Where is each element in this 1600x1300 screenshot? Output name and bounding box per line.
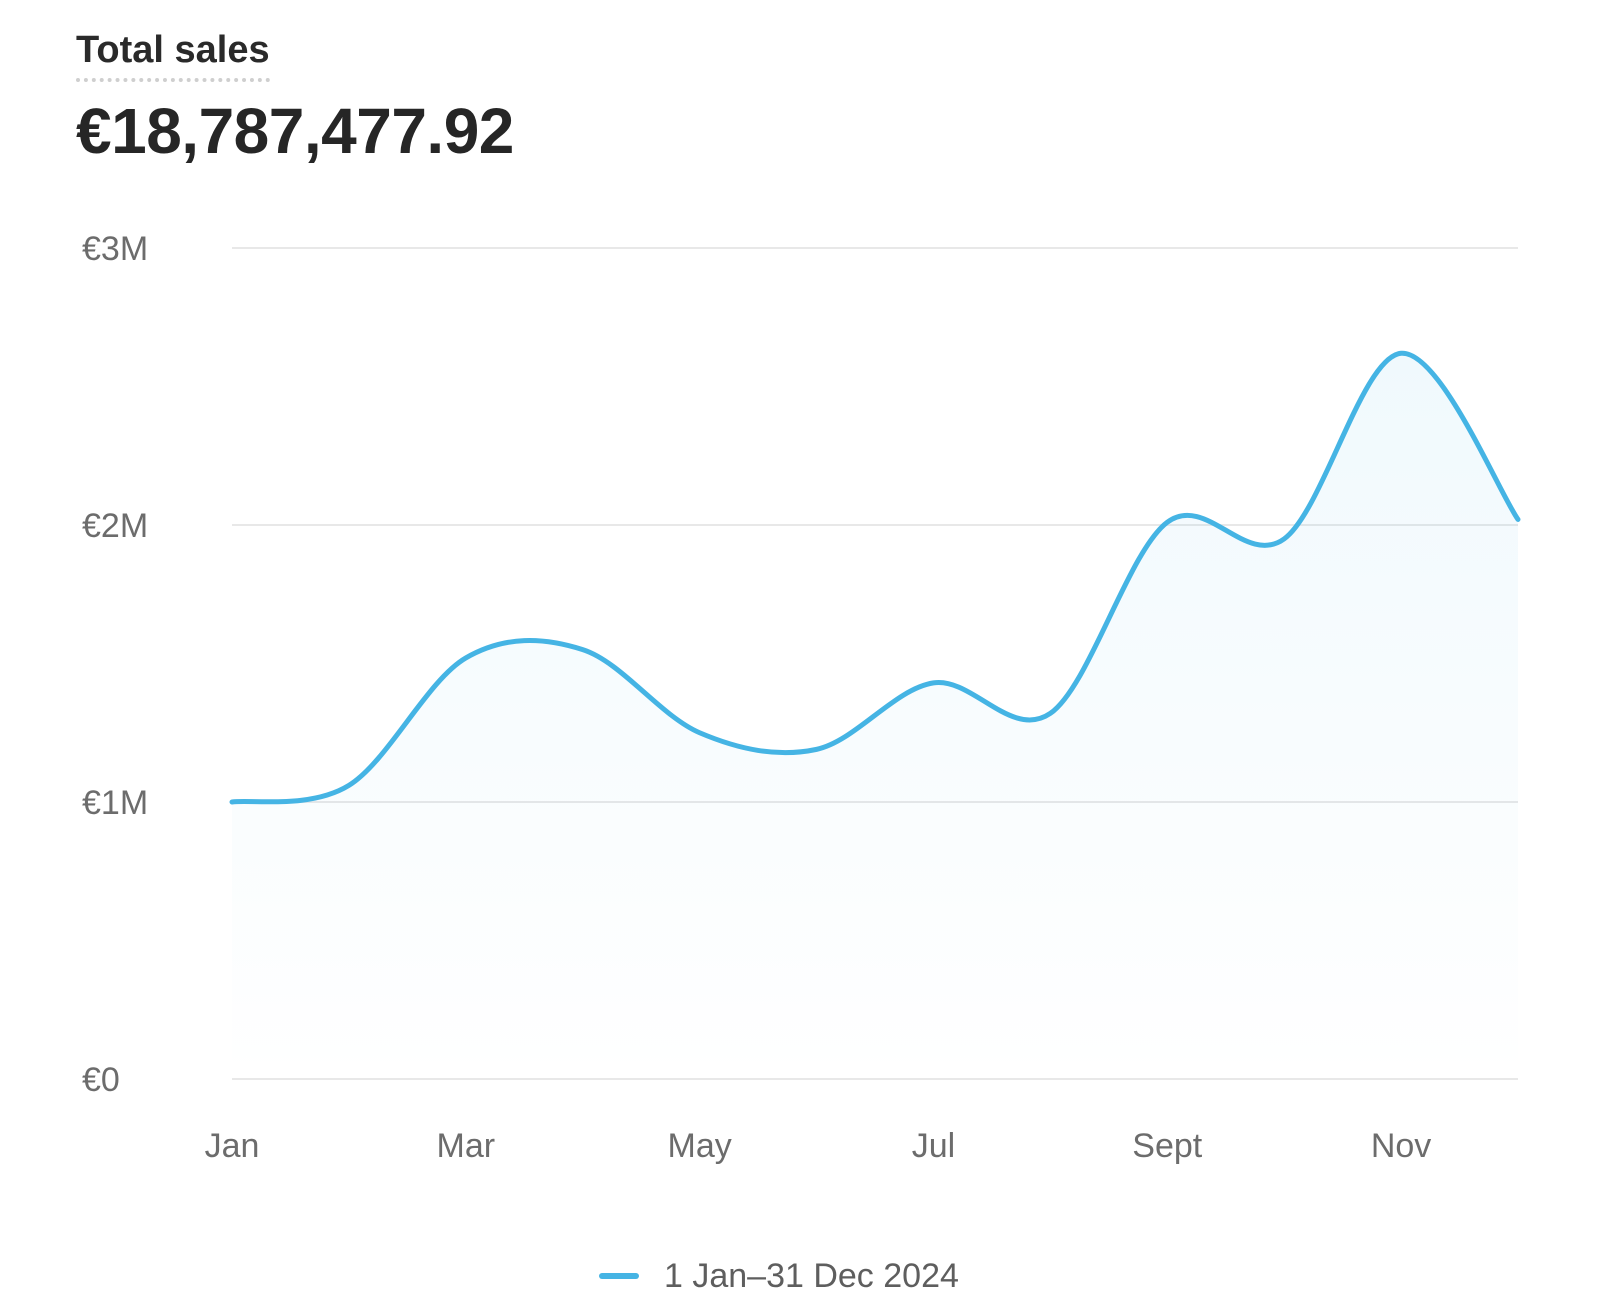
metric-title[interactable]: Total sales <box>76 29 270 82</box>
y-tick-label: €1M <box>82 784 148 822</box>
data-point[interactable] <box>929 679 937 687</box>
series-line[interactable] <box>229 350 1521 805</box>
data-point[interactable] <box>579 646 587 654</box>
x-tick-label: Mar <box>437 1127 496 1165</box>
card-header: Total sales €18,787,477.92 <box>76 29 514 167</box>
x-tick-label: Sept <box>1132 1127 1202 1165</box>
x-tick-label: Nov <box>1371 1127 1431 1165</box>
legend[interactable]: 1 Jan–31 Dec 2024 <box>599 1257 959 1295</box>
x-tick-label: Jan <box>205 1127 260 1165</box>
y-tick-label: €3M <box>82 230 148 268</box>
x-axis: Jan Mar May Jul Sept Nov <box>205 1127 1432 1165</box>
data-point[interactable] <box>1397 349 1405 357</box>
metric-value: €18,787,477.92 <box>76 94 514 167</box>
data-point[interactable] <box>1163 518 1171 526</box>
x-tick-label: May <box>668 1127 732 1165</box>
data-point[interactable] <box>696 729 704 737</box>
y-tick-label: €2M <box>82 507 148 545</box>
data-point[interactable] <box>1280 535 1288 543</box>
data-point[interactable] <box>813 745 821 753</box>
y-axis: €0 €1M €2M €3M <box>82 230 148 1099</box>
data-point[interactable] <box>228 798 236 806</box>
x-tick-label: Jul <box>912 1127 955 1165</box>
legend-label[interactable]: 1 Jan–31 Dec 2024 <box>664 1257 959 1295</box>
data-point[interactable] <box>1514 515 1522 523</box>
y-tick-label: €0 <box>82 1061 120 1099</box>
data-point[interactable] <box>462 654 470 662</box>
data-point[interactable] <box>1046 709 1054 717</box>
data-point[interactable] <box>345 781 353 789</box>
series-layer <box>228 349 1522 1079</box>
